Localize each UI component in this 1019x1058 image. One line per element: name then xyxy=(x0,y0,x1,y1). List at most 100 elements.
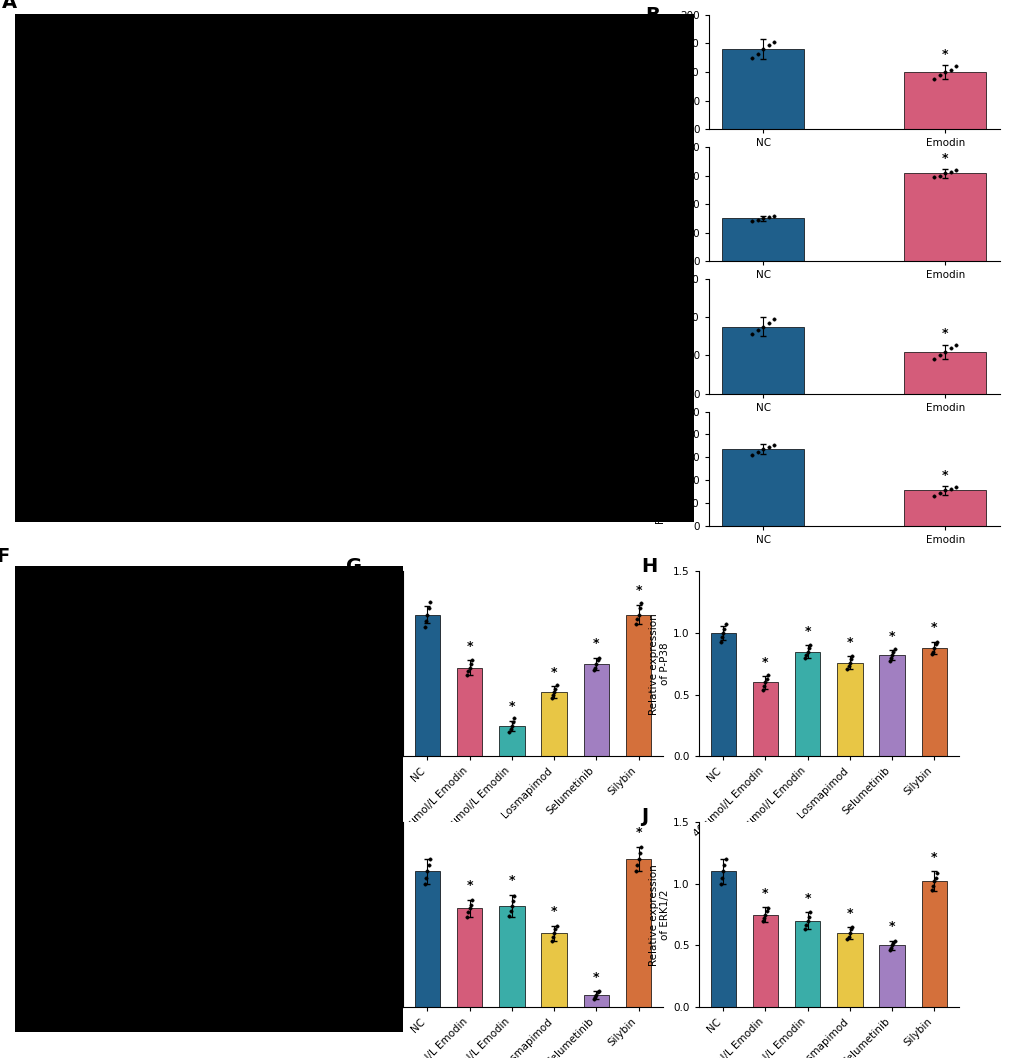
Point xyxy=(884,643,901,660)
Point xyxy=(749,322,765,339)
Point xyxy=(461,900,477,917)
Point xyxy=(714,624,731,641)
Point xyxy=(844,918,860,935)
Point xyxy=(590,650,606,667)
Point xyxy=(886,932,902,949)
Bar xyxy=(541,692,567,756)
Point xyxy=(546,680,562,697)
Text: C: C xyxy=(644,138,658,157)
Point xyxy=(754,318,770,335)
Point xyxy=(758,902,774,919)
Point xyxy=(420,857,436,874)
Point xyxy=(844,647,860,665)
Text: *: * xyxy=(846,636,852,649)
Text: *: * xyxy=(550,665,556,679)
Point xyxy=(754,209,770,226)
Point xyxy=(713,628,730,645)
Point xyxy=(503,717,520,734)
Point xyxy=(460,904,476,920)
Text: E: E xyxy=(644,402,657,421)
Point xyxy=(419,863,435,880)
Point xyxy=(930,67,947,84)
Bar xyxy=(415,615,439,756)
Point xyxy=(759,900,775,917)
Text: *: * xyxy=(466,640,473,653)
Point xyxy=(743,213,759,230)
Bar xyxy=(457,909,482,1007)
Point xyxy=(632,838,648,855)
Point xyxy=(459,909,475,926)
Point xyxy=(421,851,437,868)
Point xyxy=(749,212,765,229)
Y-axis label: Relative expression
of ERK1/2: Relative expression of ERK1/2 xyxy=(648,863,669,966)
Bar xyxy=(721,327,803,394)
Point xyxy=(925,350,942,367)
Bar xyxy=(921,647,946,756)
Point xyxy=(930,347,947,364)
Point xyxy=(948,336,964,353)
Text: *: * xyxy=(804,892,810,905)
Point xyxy=(839,931,855,948)
Point xyxy=(548,676,565,693)
Point xyxy=(588,655,604,673)
Text: B: B xyxy=(644,5,659,24)
Text: I: I xyxy=(345,807,353,826)
Bar xyxy=(837,933,862,1007)
Point xyxy=(463,896,479,913)
Point xyxy=(936,343,953,360)
Text: *: * xyxy=(550,906,556,918)
Point xyxy=(936,63,953,80)
Point xyxy=(743,446,759,463)
Point xyxy=(801,637,817,654)
Point xyxy=(504,713,521,730)
Point xyxy=(936,482,953,499)
Point xyxy=(544,687,560,704)
Point xyxy=(756,906,772,923)
Point xyxy=(460,662,476,680)
Point xyxy=(842,651,858,668)
Point xyxy=(631,844,647,861)
Point xyxy=(754,912,770,929)
Text: *: * xyxy=(888,630,895,643)
Point xyxy=(924,878,941,895)
Bar xyxy=(721,450,803,526)
Bar xyxy=(583,995,608,1007)
Point xyxy=(798,646,814,663)
Point xyxy=(760,314,776,331)
Point xyxy=(463,655,479,673)
Point xyxy=(925,168,942,185)
Point xyxy=(924,643,941,660)
Bar xyxy=(721,49,803,129)
Text: *: * xyxy=(930,621,936,635)
Text: *: * xyxy=(761,887,768,899)
Point xyxy=(743,326,759,343)
Point xyxy=(760,36,776,53)
Point xyxy=(799,912,815,929)
Bar xyxy=(415,872,439,1007)
Point xyxy=(925,873,942,890)
Point xyxy=(760,208,776,225)
Bar xyxy=(904,174,985,261)
Bar xyxy=(837,662,862,756)
Point xyxy=(586,659,602,676)
Point xyxy=(925,639,942,656)
Text: *: * xyxy=(846,907,852,919)
Point xyxy=(630,851,646,868)
Point xyxy=(716,616,733,633)
Bar xyxy=(710,633,735,756)
Point xyxy=(948,58,964,75)
Bar xyxy=(541,933,567,1007)
Point xyxy=(927,633,944,650)
Point xyxy=(839,660,855,677)
Bar xyxy=(904,351,985,394)
Point xyxy=(880,653,897,670)
Bar xyxy=(878,946,904,1007)
Point xyxy=(884,934,901,951)
Point xyxy=(948,162,964,179)
Point xyxy=(801,904,817,920)
Point xyxy=(545,683,561,700)
Point xyxy=(543,690,559,707)
Bar xyxy=(626,859,650,1007)
Point xyxy=(461,659,477,676)
Point xyxy=(464,652,480,669)
